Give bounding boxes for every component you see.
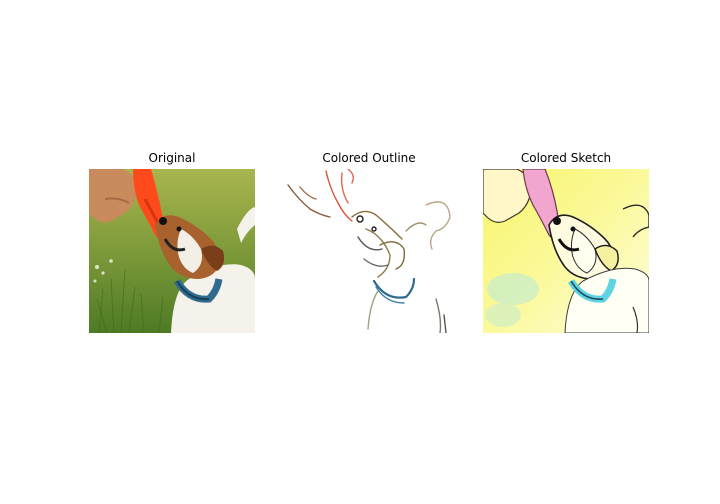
panel-title-colored-sketch: Colored Sketch [520, 151, 612, 165]
panel-title-colored-outline: Colored Outline [322, 151, 416, 165]
image-original [89, 169, 255, 333]
panel-original: Original [89, 150, 255, 333]
image-colored-outline [286, 169, 452, 333]
colored-sketch-drawing [483, 169, 649, 333]
panel-title-original: Original [148, 151, 196, 165]
image-colored-sketch [483, 169, 649, 333]
panel-colored-sketch: Colored Sketch [483, 150, 649, 333]
original-photo [89, 169, 255, 333]
panel-colored-outline: Colored Outline [286, 150, 452, 333]
colored-outline-drawing [286, 169, 452, 333]
